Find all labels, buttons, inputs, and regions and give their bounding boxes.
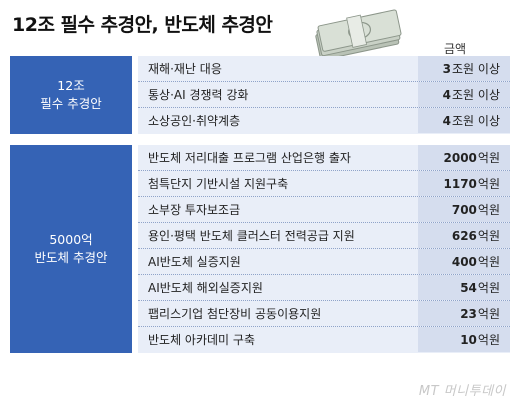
row-value: 4 조원 이상 (418, 108, 510, 133)
group-label-name: 반도체 추경안 (34, 250, 108, 265)
row-item: 용인·평택 반도체 클러스터 전력공급 지원 (148, 229, 355, 243)
amount-column-header: 금액 (443, 42, 467, 56)
row-item: 팹리스기업 첨단장비 공동이용지원 (148, 307, 322, 321)
row-item: 첨특단지 기반시설 지원구축 (148, 177, 289, 191)
table-row: 용인·평택 반도체 클러스터 전력공급 지원 626 억원 (138, 223, 510, 249)
group-label-amount: 5000억 (49, 232, 93, 247)
row-item: 소부장 투자보조금 (148, 203, 241, 217)
row-value: 23 억원 (418, 301, 510, 326)
row-value: 1170 억원 (418, 171, 510, 196)
table-row: 재해·재난 대응 3 조원 이상 (138, 56, 510, 82)
table-row: AI반도체 해외실증지원 54 억원 (138, 275, 510, 301)
table-row: 반도체 아카데미 구축 10 억원 (138, 327, 510, 352)
row-value: 2000 억원 (418, 145, 510, 170)
row-value: 700 억원 (418, 197, 510, 222)
row-item: AI반도체 실증지원 (148, 255, 241, 269)
table-row: 팹리스기업 첨단장비 공동이용지원 23 억원 (138, 301, 510, 327)
row-item: 재해·재난 대응 (148, 62, 222, 76)
row-value: 54 억원 (418, 275, 510, 300)
essential-budget-group: 12조 필수 추경안 재해·재난 대응 3 조원 이상 통상·AI 경쟁력 강화 … (10, 56, 510, 134)
group-label: 12조 필수 추경안 (10, 56, 132, 134)
group-label: 5000억 반도체 추경안 (10, 145, 132, 353)
semiconductor-budget-group: 5000억 반도체 추경안 반도체 저리대출 프로그램 산업은행 출자 2000… (10, 145, 510, 353)
money-stack-icon (315, 9, 402, 61)
row-value: 3 조원 이상 (418, 56, 510, 81)
group-label-name: 필수 추경안 (40, 96, 102, 111)
row-item: AI반도체 해외실증지원 (148, 281, 263, 295)
table-row: 반도체 저리대출 프로그램 산업은행 출자 2000 억원 (138, 145, 510, 171)
group-rows: 재해·재난 대응 3 조원 이상 통상·AI 경쟁력 강화 4 조원 이상 소상공인… (138, 56, 510, 134)
row-value: 4 조원 이상 (418, 82, 510, 107)
row-item: 반도체 아카데미 구축 (148, 333, 255, 347)
row-value: 626 억원 (418, 223, 510, 248)
watermark-logo: MT 머니투데이 (418, 384, 506, 399)
table-row: 첨특단지 기반시설 지원구축 1170 억원 (138, 171, 510, 197)
page-title: 12조 필수 추경안, 반도체 추경안 (12, 14, 273, 36)
row-value: 400 억원 (418, 249, 510, 274)
table-row: 소부장 투자보조금 700 억원 (138, 197, 510, 223)
group-label-amount: 12조 (57, 78, 85, 93)
row-item: 반도체 저리대출 프로그램 산업은행 출자 (148, 151, 351, 165)
table-row: AI반도체 실증지원 400 억원 (138, 249, 510, 275)
row-value: 10 억원 (418, 327, 510, 352)
table-row: 통상·AI 경쟁력 강화 4 조원 이상 (138, 82, 510, 108)
table-row: 소상공인·취약계층 4 조원 이상 (138, 108, 510, 133)
group-rows: 반도체 저리대출 프로그램 산업은행 출자 2000 억원 첨특단지 기반시설 지… (138, 145, 510, 353)
row-item: 소상공인·취약계층 (148, 114, 241, 128)
row-item: 통상·AI 경쟁력 강화 (148, 88, 249, 102)
